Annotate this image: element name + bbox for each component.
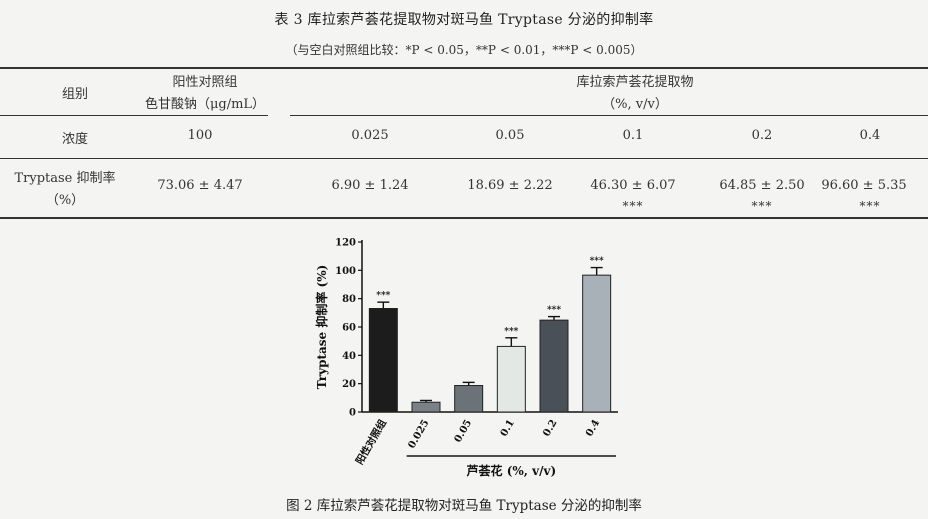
y-tick-label: 40 bbox=[342, 351, 356, 362]
significance-stars: *** bbox=[622, 199, 644, 213]
x-tick-label: 0.05 bbox=[453, 418, 475, 445]
header-extract-line1: 库拉索芦荟花提取物 bbox=[576, 75, 694, 90]
x-tick-label: 0.4 bbox=[584, 418, 602, 439]
table-title: 表 3 库拉索芦荟花提取物对斑马鱼 Tryptase 分泌的抑制率 bbox=[274, 12, 654, 28]
inhibition-label-line1: Tryptase 抑制率 bbox=[14, 171, 116, 186]
x-axis-label: 芦荟花 (%, v/v) bbox=[467, 463, 557, 478]
bar bbox=[411, 401, 441, 413]
significance-label: *** bbox=[504, 327, 518, 337]
bar bbox=[539, 319, 569, 413]
concentration-value: 0.1 bbox=[622, 128, 644, 143]
table-header-rule-right bbox=[290, 115, 928, 116]
y-tick-label: 100 bbox=[335, 266, 356, 277]
y-tick-label: 120 bbox=[335, 238, 356, 249]
header-positive-line2: 色甘酸钠（μg/mL） bbox=[144, 97, 266, 112]
inhibition-value: 73.06 ± 4.47 bbox=[157, 178, 243, 193]
header-extract-line2: （%, v/v） bbox=[602, 97, 668, 112]
concentration-value: 0.025 bbox=[351, 128, 389, 143]
significance-stars: *** bbox=[751, 199, 773, 213]
header-group: 组别 bbox=[61, 87, 88, 102]
y-tick-label: 20 bbox=[342, 379, 356, 390]
table-bottom-rule bbox=[0, 217, 928, 219]
bar bbox=[496, 345, 526, 413]
inhibition-value: 6.90 ± 1.24 bbox=[331, 178, 409, 193]
bar bbox=[582, 274, 612, 413]
inhibition-label-line2: （%） bbox=[45, 193, 85, 208]
header-positive-line1: 阳性对照组 bbox=[172, 75, 238, 90]
inhibition-value: 18.69 ± 2.22 bbox=[467, 178, 553, 193]
significance-stars: *** bbox=[859, 199, 881, 213]
x-tick-label: 阳性对照组 bbox=[353, 417, 389, 467]
table-mid-rule bbox=[0, 158, 928, 159]
figure-caption: 图 2 库拉索芦荟花提取物对斑马鱼 Tryptase 分泌的抑制率 bbox=[286, 498, 642, 514]
x-tick-label: 0.1 bbox=[499, 418, 517, 439]
inhibition-value: 64.85 ± 2.50 bbox=[719, 178, 805, 193]
concentration-value: 0.05 bbox=[495, 128, 525, 143]
concentration-value: 100 bbox=[187, 128, 213, 143]
significance-label: *** bbox=[590, 257, 604, 267]
concentration-label: 浓度 bbox=[61, 132, 88, 147]
significance-label: *** bbox=[376, 291, 390, 301]
y-tick-label: 0 bbox=[349, 408, 356, 419]
x-tick-label: 0.2 bbox=[541, 418, 559, 439]
bar-chart: 0 20 40 60 80 100 120 Tryptase 抑制率 (%) *** 阳性对照组 0… bbox=[314, 238, 618, 478]
table-note: （与空白对照组比较：*P < 0.05，**P < 0.01，***P < 0.… bbox=[285, 43, 643, 57]
table-top-rule bbox=[0, 67, 928, 69]
y-tick-label: 60 bbox=[342, 323, 356, 334]
concentration-value: 0.4 bbox=[859, 128, 881, 143]
bar bbox=[454, 385, 484, 413]
bar bbox=[368, 307, 398, 413]
y-tick-label: 80 bbox=[342, 294, 356, 305]
inhibition-value: 46.30 ± 6.07 bbox=[590, 178, 676, 193]
concentration-value: 0.2 bbox=[751, 128, 773, 143]
significance-label: *** bbox=[547, 306, 561, 316]
inhibition-value: 96.60 ± 5.35 bbox=[821, 178, 907, 193]
x-tick-label: 0.025 bbox=[406, 418, 431, 451]
table-header-rule-left bbox=[0, 115, 268, 116]
y-axis-label: Tryptase 抑制率 (%) bbox=[314, 265, 329, 390]
